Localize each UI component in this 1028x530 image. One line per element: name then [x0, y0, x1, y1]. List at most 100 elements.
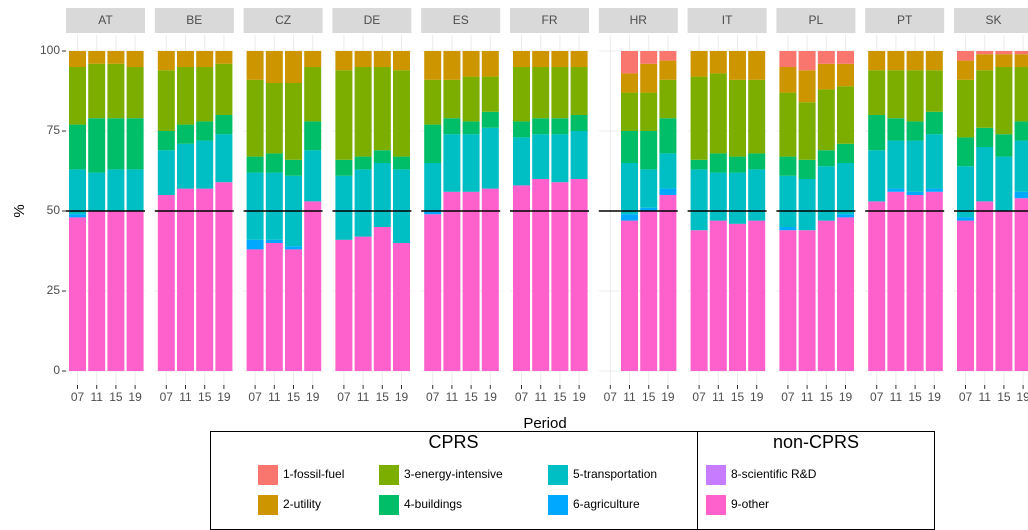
bar-segment: [659, 188, 677, 195]
bar-segment: [177, 143, 194, 189]
bar-segment: [354, 156, 372, 170]
facet-strip: [865, 8, 945, 33]
bar-segment: [335, 51, 353, 71]
y-tick-label: 100: [40, 43, 60, 57]
facet-label: HR: [630, 13, 648, 27]
bar-segment: [551, 134, 569, 183]
bar-segment: [126, 118, 144, 170]
bar-segment: [424, 163, 442, 211]
x-tick-label: 07: [426, 390, 440, 404]
bar-segment: [107, 51, 125, 64]
bar-segment: [925, 134, 943, 189]
bar-segment: [640, 207, 658, 211]
bar-segment: [868, 201, 886, 371]
bar-segment: [393, 51, 410, 71]
legend-key: [258, 495, 278, 515]
bar-segment: [246, 51, 264, 80]
legend-label: 6-agriculture: [573, 497, 640, 511]
bar-segment: [976, 147, 994, 202]
bar-segment: [868, 150, 886, 202]
bar-segment: [157, 51, 175, 71]
bar-segment: [196, 121, 214, 141]
bar-segment: [354, 67, 372, 157]
x-tick-label: 19: [928, 390, 942, 404]
bar-segment: [748, 51, 766, 80]
bar-segment: [817, 220, 835, 371]
bar-segment: [570, 51, 588, 67]
bar-segment: [887, 51, 905, 71]
bar-segment: [69, 217, 86, 371]
bar-segment: [373, 67, 391, 151]
bar-segment: [354, 236, 372, 371]
bar-segment: [621, 73, 638, 93]
bar-segment: [709, 220, 727, 371]
bar-segment: [481, 111, 499, 128]
bar-segment: [215, 51, 233, 64]
bar-segment: [837, 217, 854, 371]
bar-segment: [779, 227, 797, 231]
bar-segment: [798, 102, 816, 160]
bar-segment: [837, 214, 854, 218]
legend-label: 2-utility: [283, 497, 321, 511]
bar-segment: [640, 51, 658, 64]
bar-segment: [157, 195, 175, 371]
bar-segment: [107, 169, 125, 211]
bar-segment: [335, 239, 353, 371]
legend-key: [548, 465, 568, 485]
bar-segment: [265, 243, 283, 371]
legend-label: 5-transportation: [573, 467, 657, 481]
bar-segment: [779, 156, 797, 176]
bar-segment: [196, 188, 214, 371]
bar-segment: [88, 172, 106, 211]
bar-segment: [906, 195, 924, 371]
bar-segment: [373, 150, 391, 163]
bar-segment: [424, 51, 442, 80]
bar-segment: [640, 63, 658, 93]
bar-segment: [126, 67, 144, 119]
x-tick-label: 19: [839, 390, 853, 404]
bar-segment: [196, 140, 214, 189]
bar-segment: [1014, 51, 1028, 55]
x-tick-label: 19: [217, 390, 231, 404]
x-tick-label: 11: [978, 390, 991, 404]
x-axis-label: Period: [523, 415, 566, 432]
bar-segment: [246, 249, 264, 371]
bar-segment: [354, 169, 372, 237]
x-tick-label: 07: [870, 390, 884, 404]
x-tick-label: 19: [128, 390, 142, 404]
bar-segment: [443, 118, 461, 135]
bar-segment: [709, 153, 727, 173]
bar-segment: [285, 246, 302, 250]
bar-segment: [640, 131, 658, 170]
bar-segment: [69, 51, 86, 67]
x-tick-label: 11: [712, 390, 725, 404]
legend-key: [258, 465, 278, 485]
bar-segment: [995, 156, 1013, 211]
bar-segment: [69, 214, 86, 218]
x-tick-label: 07: [515, 390, 529, 404]
bar-segment: [887, 118, 905, 141]
bar-segment: [513, 137, 530, 186]
bar-segment: [957, 60, 974, 80]
bar-segment: [126, 51, 144, 67]
facet-label: BE: [186, 13, 202, 27]
bar-segment: [304, 201, 322, 371]
bar-segment: [177, 51, 194, 67]
bar-segment: [837, 51, 854, 64]
bar-segment: [513, 185, 530, 371]
bar-segment: [995, 211, 1013, 371]
bar-segment: [551, 182, 569, 371]
y-tick-label: 50: [47, 203, 61, 217]
x-tick-label: 19: [306, 390, 320, 404]
bar-segment: [798, 51, 816, 71]
bar-segment: [976, 51, 994, 55]
x-tick-label: 11: [179, 390, 192, 404]
bar-segment: [837, 163, 854, 215]
bar-segment: [957, 220, 974, 371]
bar-segment: [659, 51, 677, 61]
bar-segment: [285, 249, 302, 371]
x-tick-label: 11: [534, 390, 547, 404]
bar-segment: [126, 211, 144, 371]
bar-segment: [393, 169, 410, 243]
x-tick-label: 15: [198, 390, 212, 404]
